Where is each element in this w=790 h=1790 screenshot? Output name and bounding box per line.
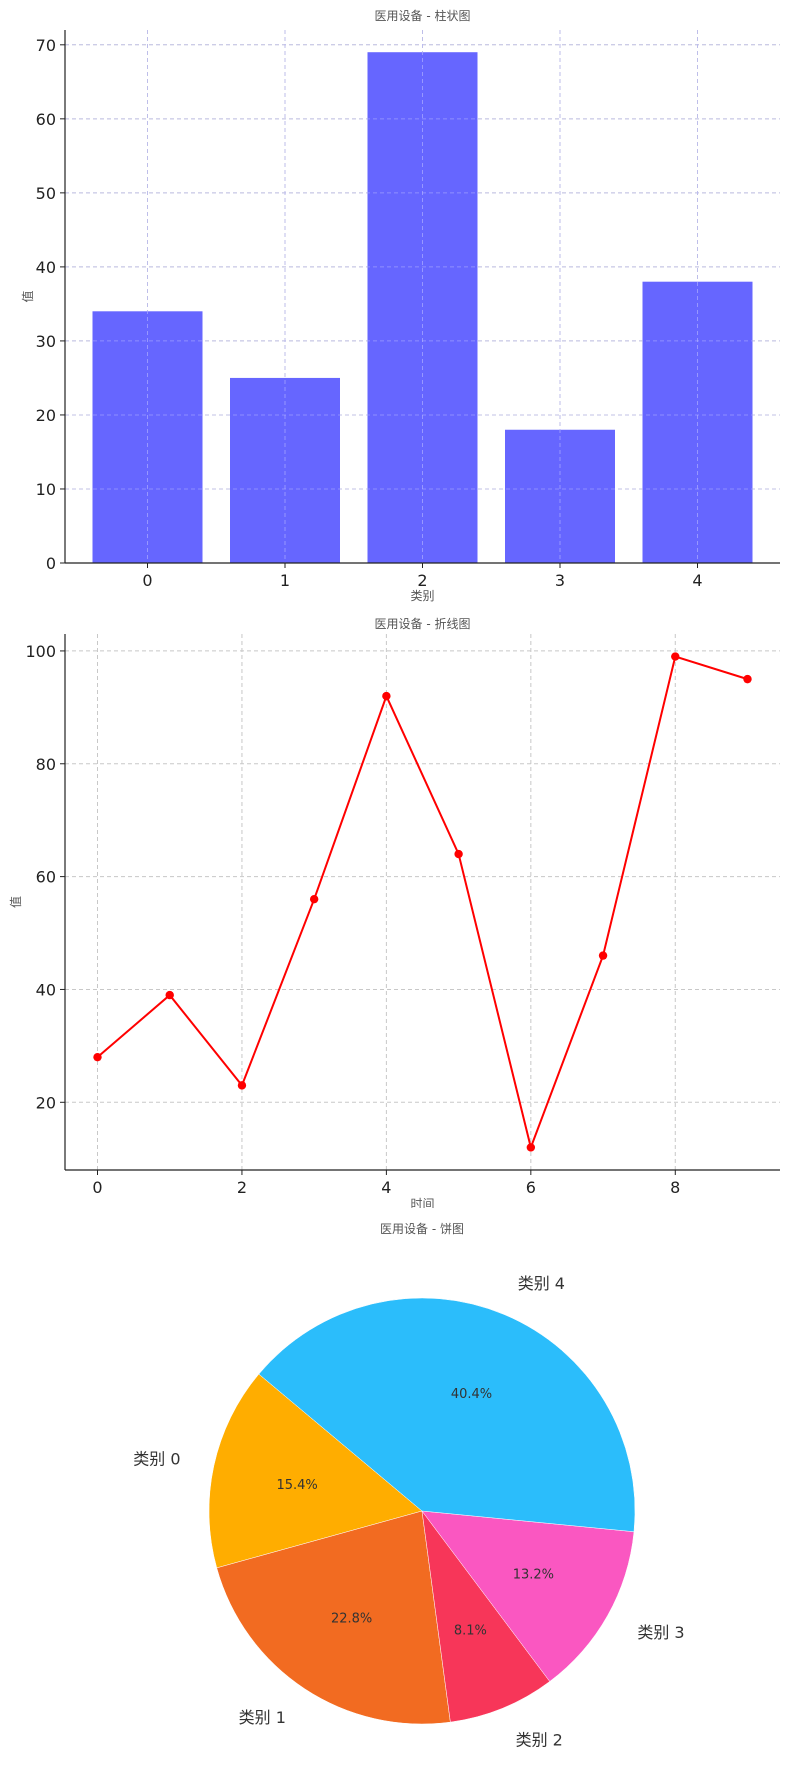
x-tick-label: 6 xyxy=(526,1178,536,1197)
data-point xyxy=(526,1143,536,1152)
pie-slice-label: 类别 4 xyxy=(518,1274,565,1293)
x-tick-label: 0 xyxy=(142,571,152,590)
x-tick-label: 1 xyxy=(280,571,290,590)
pie-percent-label: 13.2% xyxy=(513,1568,554,1583)
y-tick-label: 40 xyxy=(36,980,56,999)
y-tick-label: 10 xyxy=(36,480,56,499)
data-point xyxy=(309,894,319,904)
y-tick-label: 80 xyxy=(36,755,56,774)
x-tick-label: 4 xyxy=(692,571,702,590)
x-tick-label: 0 xyxy=(92,1178,102,1197)
x-tick-label: 4 xyxy=(381,1178,391,1197)
pie-slice xyxy=(421,1510,635,1682)
pie-percent-label: 22.8% xyxy=(331,1612,372,1627)
data-point xyxy=(93,1052,102,1062)
x-axis-label: 类别 xyxy=(410,589,434,603)
data-point xyxy=(382,691,391,701)
pie-slice-label: 类别 3 xyxy=(637,1623,684,1642)
y-tick-label: 20 xyxy=(36,1093,56,1112)
x-axis-label: 时间 xyxy=(410,1197,434,1208)
data-point xyxy=(454,849,463,859)
x-tick-label: 3 xyxy=(555,571,565,590)
x-tick-label: 2 xyxy=(417,571,427,590)
data-point xyxy=(598,951,608,960)
y-tick-label: 100 xyxy=(25,642,56,661)
data-point xyxy=(743,674,752,684)
y-tick-label: 0 xyxy=(46,554,56,573)
y-tick-label: 50 xyxy=(36,184,56,203)
pie-slice xyxy=(208,1373,423,1569)
y-tick-label: 20 xyxy=(36,406,56,425)
data-point xyxy=(237,1081,247,1090)
series-line xyxy=(96,655,748,1151)
y-tick-label: 30 xyxy=(36,332,56,351)
line-chart: 医用设备 - 折线图 0 2 4 6 8 20 40 60 80 100 时间 值 xyxy=(8,616,780,1208)
pie-percent-label: 40.4% xyxy=(451,1387,492,1402)
data-point xyxy=(671,652,680,661)
y-tick-label: 40 xyxy=(36,258,56,277)
pie-percent-label: 8.1% xyxy=(454,1623,487,1638)
pie-slice xyxy=(258,1297,636,1533)
data-point xyxy=(165,990,174,1000)
y-tick-label: 60 xyxy=(36,110,56,129)
x-tick-label: 8 xyxy=(670,1178,680,1197)
y-tick-label: 70 xyxy=(36,36,56,55)
chart-title: 医用设备 - 柱状图 xyxy=(375,8,471,23)
pie-slice-label: 类别 0 xyxy=(133,1450,180,1469)
pie-percent-label: 15.4% xyxy=(276,1478,317,1493)
pie-slice-label: 类别 2 xyxy=(516,1731,563,1750)
y-axis-label: 值 xyxy=(20,290,35,302)
pie-slice xyxy=(421,1510,551,1723)
chart-title: 医用设备 - 饼图 xyxy=(380,1222,464,1236)
y-axis-label: 值 xyxy=(8,896,23,908)
pie-slice-label: 类别 1 xyxy=(239,1708,286,1727)
x-tick-label: 2 xyxy=(237,1178,247,1197)
pie-slice xyxy=(216,1510,451,1725)
y-tick-label: 60 xyxy=(36,868,56,887)
chart-title: 医用设备 - 折线图 xyxy=(375,616,471,631)
